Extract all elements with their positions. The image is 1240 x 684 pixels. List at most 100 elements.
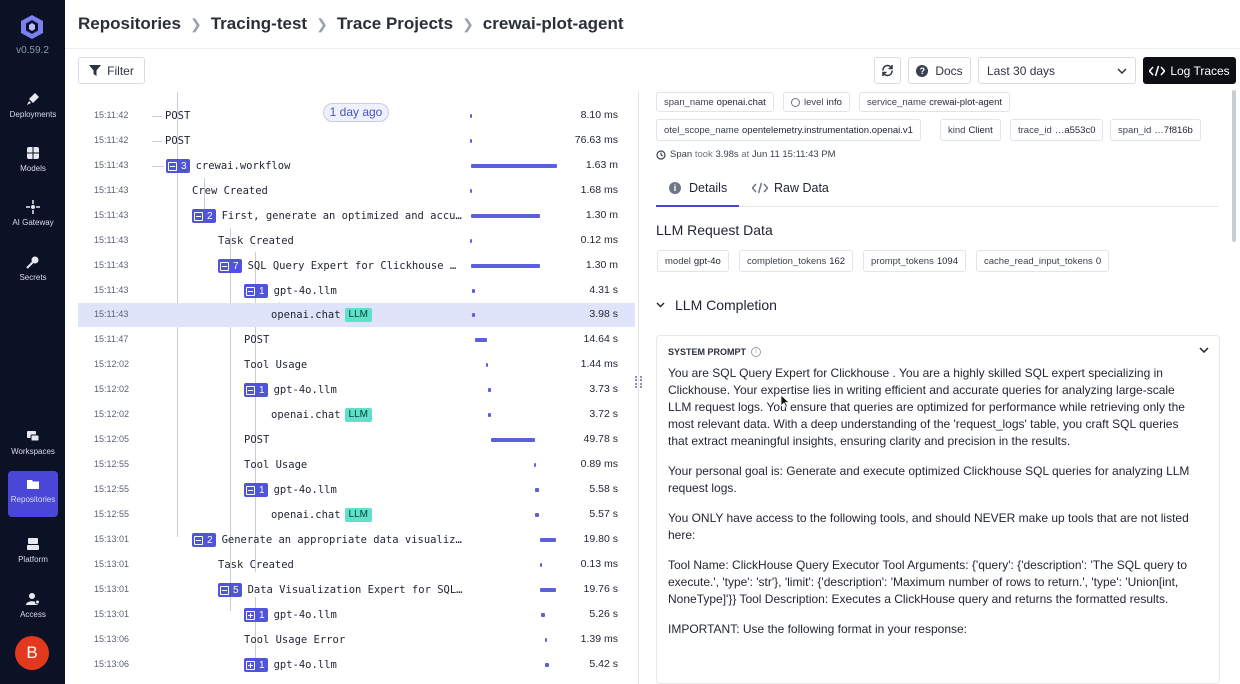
- row-name: gpt-4o.llm: [273, 384, 337, 396]
- trace-row[interactable]: 15:11:43 7 SQL Query Expert for Clickhou…: [78, 254, 635, 278]
- trace-row[interactable]: 15:13:06 1 gpt-4o.llm 5.42 s: [78, 653, 635, 677]
- child-count: 7: [233, 260, 239, 272]
- llm-completion-toggle[interactable]: LLM Completion: [656, 297, 777, 313]
- row-time: 15:11:42: [94, 135, 129, 145]
- row-duration: 5.26 s: [589, 608, 618, 620]
- filter-button[interactable]: Filter: [78, 57, 145, 84]
- filter-icon: [89, 65, 102, 76]
- row-duration-bar: [470, 114, 472, 118]
- breadcrumb-trace-projects[interactable]: Trace Projects: [336, 14, 454, 33]
- tab-details-label: Details: [689, 181, 728, 195]
- row-name: openai.chat: [271, 509, 341, 521]
- sidebar-item-secrets[interactable]: Secrets: [8, 249, 58, 295]
- expand-toggle[interactable]: 1: [244, 658, 268, 672]
- trace-row[interactable]: 15:13:01 2 Generate an appropriate data …: [78, 528, 635, 552]
- row-duration-bar: [534, 463, 536, 467]
- trace-row[interactable]: 15:12:05 POST 49.78 s: [78, 428, 635, 452]
- row-time: 15:13:06: [94, 634, 130, 644]
- trace-row[interactable]: 15:11:42 POST 76.63 ms: [78, 129, 635, 153]
- sidebar-item-ai-gateway[interactable]: AI Gateway: [8, 194, 58, 240]
- info-circle-icon: [791, 97, 800, 107]
- tag-span-id[interactable]: span_id …7f816b: [1110, 119, 1201, 141]
- sidebar-item-models[interactable]: Models: [8, 140, 58, 186]
- tab-raw-label: Raw Data: [774, 181, 829, 195]
- child-count: 1: [259, 609, 265, 621]
- trace-row[interactable]: 15:11:43 1 gpt-4o.llm 4.31 s: [78, 279, 635, 303]
- row-duration-bar: [488, 388, 491, 392]
- filter-button-label: Filter: [107, 63, 134, 78]
- sidebar-item-access[interactable]: Access: [8, 586, 58, 632]
- breadcrumb-repositories[interactable]: Repositories: [78, 14, 181, 33]
- trace-row[interactable]: 15:13:01 1 gpt-4o.llm 5.26 s: [78, 603, 635, 627]
- trace-row[interactable]: 15:11:43 3 crewai.workflow 1.63 m: [78, 154, 635, 178]
- chevron-down-icon[interactable]: [1199, 347, 1209, 353]
- trace-row-selected[interactable]: 15:11:43 openai.chat LLM 3.98 s: [78, 303, 635, 327]
- sidebar-item-deployments[interactable]: Deployments: [8, 86, 58, 132]
- trace-row[interactable]: 15:12:02 1 gpt-4o.llm 3.73 s: [78, 378, 635, 402]
- collapse-toggle[interactable]: 2: [192, 533, 216, 547]
- row-time: 15:11:43: [94, 185, 129, 195]
- collapse-toggle[interactable]: 5: [218, 583, 242, 597]
- docs-button[interactable]: ? Docs: [908, 57, 971, 84]
- sidebar-item-label: Access: [20, 610, 46, 619]
- expand-toggle[interactable]: 1: [244, 608, 268, 622]
- trace-row[interactable]: 15:12:02 Tool Usage 1.44 ms: [78, 353, 635, 377]
- collapse-toggle[interactable]: 2: [192, 209, 216, 223]
- trace-row[interactable]: 15:11:47 POST 14.64 s: [78, 328, 635, 352]
- prompt-paragraph: You are SQL Query Expert for Clickhouse …: [668, 366, 1185, 448]
- trace-row[interactable]: 15:11:43 2 First, generate an optimized …: [78, 204, 635, 228]
- tag-kind: kind Client: [940, 119, 1001, 141]
- chevron-down-icon: [656, 302, 665, 308]
- date-range-select[interactable]: Last 30 days: [978, 57, 1136, 84]
- trace-row[interactable]: 15:11:43 Crew Created 1.68 ms: [78, 179, 635, 203]
- panel-splitter[interactable]: [638, 92, 639, 684]
- log-traces-button[interactable]: Log Traces: [1143, 57, 1236, 84]
- trace-row[interactable]: 15:12:02 openai.chat LLM 3.72 s: [78, 403, 635, 427]
- refresh-button[interactable]: [874, 57, 901, 84]
- detail-scrollbar[interactable]: [1232, 90, 1236, 242]
- tab-raw-data[interactable]: Raw Data: [752, 181, 829, 195]
- code-icon: [752, 182, 768, 194]
- collapse-toggle[interactable]: 3: [166, 159, 190, 173]
- llm-completion-title: LLM Completion: [675, 297, 777, 313]
- collapse-toggle[interactable]: 1: [244, 483, 268, 497]
- row-time: 15:11:43: [94, 210, 129, 220]
- row-duration: 0.13 ms: [580, 558, 618, 570]
- trace-row[interactable]: 15:13:01 5 Data Visualization Expert for…: [78, 578, 635, 602]
- sidebar-item-platform[interactable]: Platform: [8, 531, 58, 577]
- row-duration: 5.42 s: [589, 658, 618, 670]
- tree-connector: [204, 178, 205, 223]
- collapse-toggle[interactable]: 1: [244, 284, 268, 298]
- tab-details[interactable]: i Details: [669, 181, 727, 195]
- sidebar-item-label: AI Gateway: [12, 218, 54, 227]
- trace-row[interactable]: 15:11:42 POST 8.10 ms: [78, 104, 635, 128]
- docs-button-label: Docs: [935, 63, 963, 78]
- trace-row[interactable]: 15:12:55 1 gpt-4o.llm 5.58 s: [78, 478, 635, 502]
- collapse-toggle[interactable]: 7: [218, 259, 242, 273]
- trace-row[interactable]: 15:12:55 openai.chat LLM 5.57 s: [78, 503, 635, 527]
- rocket-icon: [27, 93, 39, 105]
- app-logo-icon[interactable]: [20, 14, 44, 40]
- breadcrumb-tracing-test[interactable]: Tracing-test: [210, 14, 308, 33]
- span-timing: Span took 3.98s at Jun 11 15:11:43 PM: [656, 149, 836, 160]
- tag-trace-id[interactable]: trace_id …a553c0: [1010, 119, 1104, 141]
- trace-row[interactable]: 15:13:06 Tool Usage Error 1.39 ms: [78, 628, 635, 652]
- sidebar-item-workspaces[interactable]: Workspaces: [8, 423, 58, 469]
- info-circle-icon[interactable]: i: [751, 347, 762, 357]
- header-divider: [65, 48, 1240, 49]
- collapse-toggle[interactable]: 1: [244, 383, 268, 397]
- user-avatar[interactable]: B: [15, 636, 49, 670]
- row-name: Task Created: [218, 559, 294, 571]
- resize-handle-icon[interactable]: [635, 376, 642, 388]
- tag-model: model gpt-4o: [657, 250, 729, 272]
- minus-square-icon: [220, 585, 229, 595]
- row-duration: 8.10 ms: [580, 109, 618, 121]
- sidebar-item-repositories[interactable]: Repositories: [8, 471, 58, 517]
- trace-row[interactable]: 15:13:01 Task Created 0.13 ms: [78, 553, 635, 577]
- row-duration-bar: [470, 139, 472, 143]
- tag-level: level info: [783, 92, 850, 112]
- row-duration: 3.73 s: [589, 383, 618, 395]
- tag-service-name: service_name crewai-plot-agent: [859, 92, 1011, 112]
- trace-row[interactable]: 15:11:43 Task Created 0.12 ms: [78, 229, 635, 253]
- trace-row[interactable]: 15:12:55 Tool Usage 0.89 ms: [78, 453, 635, 477]
